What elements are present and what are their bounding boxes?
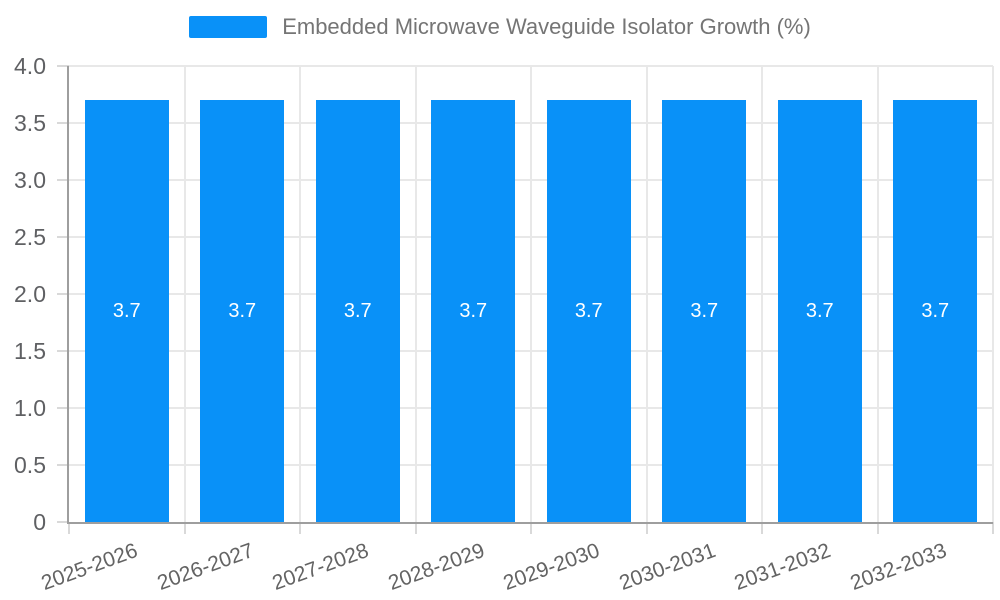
x-axis-tick-label: 2028-2029 <box>385 538 488 595</box>
x-axis-tick-mark <box>183 522 186 534</box>
bar-value-label: 3.7 <box>921 300 950 323</box>
x-axis-tick-label: 2027-2028 <box>269 538 372 595</box>
y-axis-tick-label: 3.5 <box>14 110 46 136</box>
y-axis-tick-label: 1.5 <box>14 338 46 364</box>
y-axis-tick-label: 3.0 <box>14 167 46 193</box>
gridline-vertical <box>299 66 301 522</box>
x-axis-tick-mark <box>299 522 301 534</box>
y-axis-tick-mark <box>57 350 69 352</box>
x-axis-tick-label: 2032-2033 <box>847 538 950 595</box>
gridline-vertical <box>183 66 186 522</box>
legend-label: Embedded Microwave Waveguide Isolator Gr… <box>282 14 811 39</box>
y-axis-tick-label: 2.5 <box>14 224 46 250</box>
bar-value-label: 3.7 <box>343 300 372 323</box>
y-axis-tick-mark <box>57 464 69 466</box>
x-axis-tick-label: 2031-2032 <box>731 538 834 595</box>
gridline-vertical <box>761 66 763 522</box>
y-axis-tick-label: 4.0 <box>14 53 46 79</box>
bar-value-label: 3.7 <box>228 300 257 323</box>
y-axis-tick-mark <box>57 521 69 523</box>
bar-2030-2031 <box>662 100 747 522</box>
legend-swatch-icon <box>189 16 268 38</box>
y-axis-tick-label: 0 <box>33 509 46 535</box>
y-axis-tick-mark <box>57 65 69 67</box>
x-axis-tick-label: 2026-2027 <box>154 538 257 595</box>
plot-area: 0 0.5 1.0 1.5 2.0 2.5 3.0 3.5 4.0 3.7 2025-2026 3.7… <box>14 53 994 595</box>
gridline-vertical <box>645 66 648 522</box>
bar-value-label: 3.7 <box>690 300 719 323</box>
x-axis-tick-label: 2030-2031 <box>616 538 719 595</box>
x-axis-line <box>67 522 993 524</box>
bar-2032-2033 <box>893 100 978 522</box>
bar-value-label: 3.7 <box>112 300 141 323</box>
gridline-vertical <box>992 66 994 522</box>
x-axis-tick-mark <box>761 522 763 534</box>
bar-2028-2029 <box>431 100 516 522</box>
y-axis-tick-mark <box>57 236 69 238</box>
x-axis-tick-mark <box>414 522 417 534</box>
legend[interactable]: Embedded Microwave Waveguide Isolator Gr… <box>0 14 1000 40</box>
gridline-vertical <box>876 66 879 522</box>
x-axis-tick-mark <box>992 522 994 534</box>
y-axis-line <box>67 66 69 524</box>
x-axis-tick-label: 2025-2026 <box>38 538 141 595</box>
gridline-vertical <box>414 66 417 522</box>
x-axis-tick-mark <box>68 522 70 534</box>
x-axis-tick-mark <box>645 522 648 534</box>
bar-value-label: 3.7 <box>459 300 488 323</box>
bar-value-label: 3.7 <box>805 300 834 323</box>
x-axis-tick-mark <box>530 522 532 534</box>
bar-2026-2027 <box>200 100 285 522</box>
y-axis-tick-label: 0.5 <box>14 452 46 478</box>
y-axis-tick-mark <box>57 293 69 295</box>
bar-2027-2028 <box>315 100 400 522</box>
bar-2029-2030 <box>546 100 631 522</box>
bar-2025-2026 <box>84 100 169 522</box>
bar-2031-2032 <box>777 100 862 522</box>
gridline-vertical <box>530 66 532 522</box>
bar-value-label: 3.7 <box>574 300 603 323</box>
y-axis-tick-label: 2.0 <box>14 281 46 307</box>
x-axis-tick-mark <box>876 522 879 534</box>
y-axis-tick-mark <box>57 179 69 181</box>
y-axis-tick-mark <box>57 407 69 409</box>
y-axis-tick-label: 1.0 <box>14 395 46 421</box>
x-axis-tick-label: 2029-2030 <box>500 538 603 595</box>
y-axis-tick-mark <box>57 122 69 124</box>
